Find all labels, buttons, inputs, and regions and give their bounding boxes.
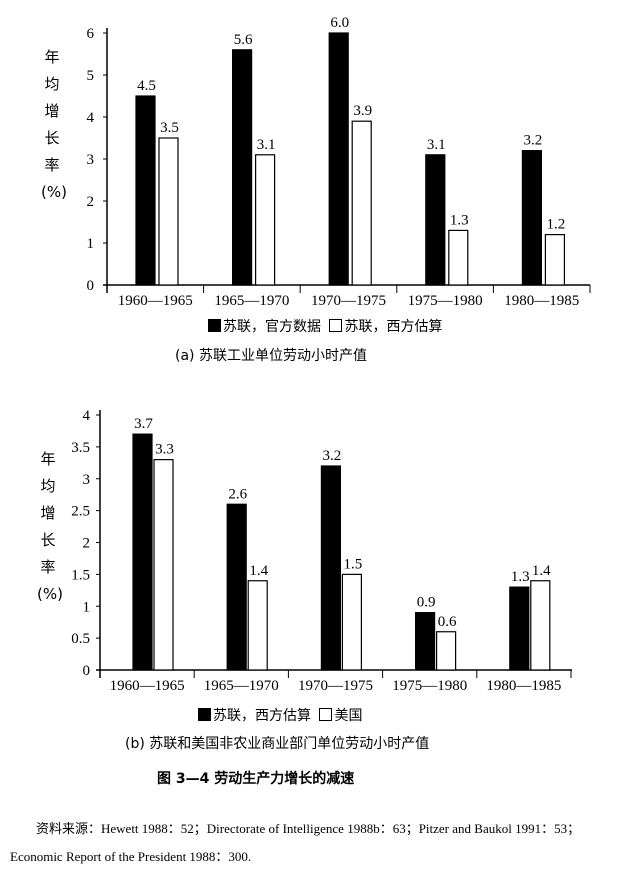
x-tick-label: 1965—1970: [214, 293, 289, 309]
y-tick-label: 2.5: [71, 504, 90, 520]
x-tick-label: 1975—1980: [408, 293, 483, 309]
legend-label: 苏联，西方估算: [213, 708, 311, 724]
x-tick-label: 1980—1985: [504, 293, 579, 309]
chart-b-y-axis-label: 年均增长率(%): [37, 450, 63, 603]
y-tick-label: 0.5: [71, 631, 90, 647]
x-tick-label: 1980—1985: [486, 678, 561, 694]
bar-white: [436, 631, 457, 671]
bar-white: [448, 229, 469, 286]
x-tick-label: 1975—1980: [392, 678, 467, 694]
data-label: 1.4: [249, 563, 268, 579]
bar-white: [255, 154, 276, 286]
data-label: 6.0: [330, 15, 349, 31]
y-tick-label: 0: [83, 663, 91, 679]
x-tick-label: 1960—1965: [118, 293, 193, 309]
legend-label: 苏联，官方数据: [223, 319, 321, 335]
data-label: 1.5: [344, 556, 363, 572]
legend-swatch-white: [329, 319, 343, 332]
x-tick-label: 1960—1965: [110, 678, 185, 694]
bar-white: [530, 580, 551, 671]
y-tick-label: 1: [83, 599, 91, 615]
data-label: 2.6: [228, 486, 247, 502]
data-label: 4.5: [137, 78, 156, 94]
bar-black: [509, 586, 530, 671]
y-tick-label: 1: [87, 236, 95, 252]
x-tick-label: 1970—1975: [298, 678, 373, 694]
chart-b-title: (b) 苏联和美国非农业商业部门单位劳动小时产值: [125, 736, 430, 752]
y-tick-label: 1.5: [71, 567, 90, 583]
x-tick-label: 1965—1970: [204, 678, 279, 694]
bar-black: [132, 433, 153, 671]
x-tick-label: 1970—1975: [311, 293, 386, 309]
bar-white: [158, 137, 179, 286]
y-tick-label: 3: [83, 472, 91, 488]
y-tick-label: 5: [87, 68, 95, 84]
data-label: 3.2: [323, 448, 342, 464]
y-tick-label: 2: [83, 536, 91, 552]
y-tick-label: 4: [87, 110, 95, 126]
legend-b: 苏联，西方估算 美国: [198, 705, 362, 725]
data-label: 0.6: [438, 614, 457, 630]
source-note: 资料来源：Hewett 1988：52；Directorate of Intel…: [10, 821, 581, 864]
legend-a: 苏联，官方数据 苏联，西方估算: [208, 316, 442, 336]
legend-swatch-black: [208, 319, 221, 332]
y-tick-label: 0: [87, 278, 95, 294]
bar-black: [521, 150, 543, 286]
bar-black: [226, 503, 247, 671]
data-label: 1.3: [511, 569, 530, 585]
data-label: 3.1: [427, 137, 446, 153]
bar-black: [135, 95, 156, 286]
data-label: 3.5: [160, 120, 179, 136]
y-tick-label: 3: [87, 152, 95, 168]
y-tick-label: 3.5: [71, 440, 90, 456]
chart-a-title: (a) 苏联工业单位劳动小时产值: [175, 348, 367, 364]
data-label: 3.2: [524, 133, 543, 149]
legend-swatch-white: [319, 708, 333, 721]
data-label: 3.7: [134, 416, 153, 432]
data-label: 3.1: [257, 137, 276, 153]
legend-label: 美国: [334, 708, 363, 724]
bar-black: [328, 32, 349, 286]
chart-a-y-axis-label: 年均增长率(%): [41, 48, 67, 201]
y-tick-label: 6: [87, 26, 95, 42]
legend-swatch-black: [198, 708, 211, 721]
figure-title: 图 3—4 劳动生产力增长的减速: [157, 771, 355, 787]
y-tick-label: 4: [83, 408, 91, 424]
bar-white: [544, 234, 566, 286]
data-label: 5.6: [234, 32, 253, 48]
data-label: 1.2: [547, 217, 566, 233]
data-label: 1.4: [532, 563, 551, 579]
legend-label: 苏联，西方估算: [344, 319, 443, 335]
data-label: 0.9: [417, 595, 436, 611]
bar-black: [232, 49, 253, 286]
bar-white: [351, 120, 372, 286]
bar-black: [320, 465, 341, 671]
y-tick-label: 2: [87, 194, 95, 210]
bar-black: [425, 154, 446, 286]
data-label: 3.3: [155, 442, 174, 458]
bar-white: [247, 580, 268, 671]
bar-white: [153, 459, 174, 671]
bar-black: [415, 612, 436, 671]
data-label: 1.3: [450, 212, 469, 228]
bar-white: [341, 573, 362, 671]
data-label: 3.9: [353, 103, 372, 119]
